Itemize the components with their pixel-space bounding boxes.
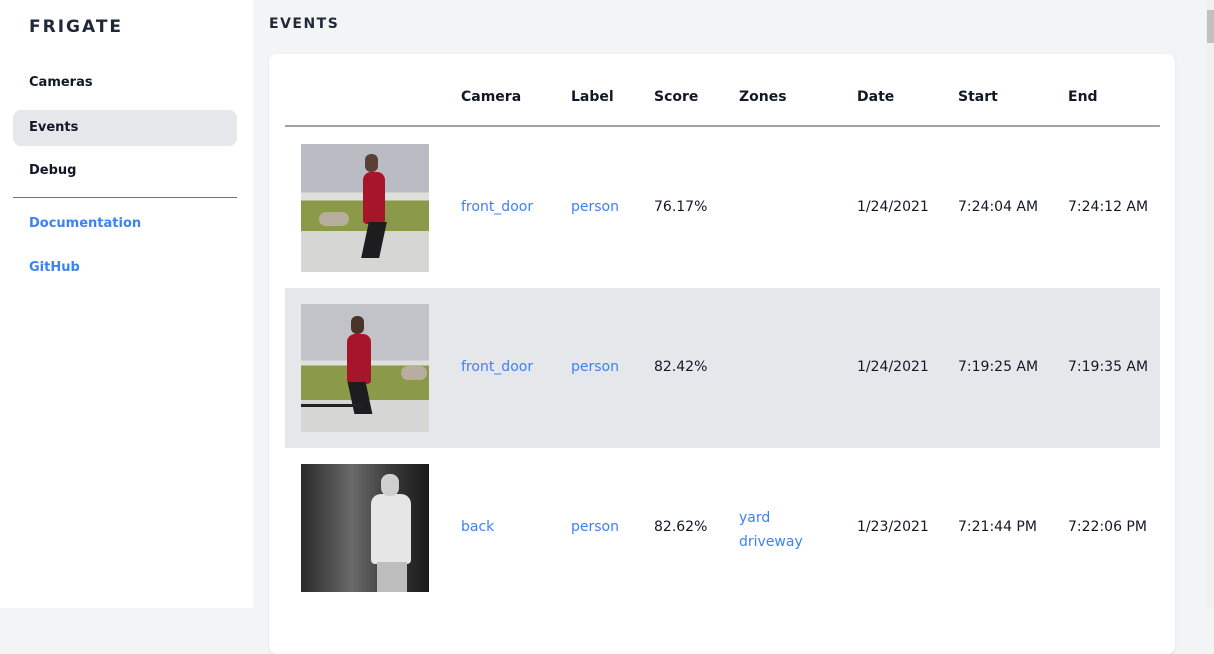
- header-score: Score: [654, 89, 699, 105]
- zone-link[interactable]: yard: [739, 510, 771, 526]
- sidebar-item-events[interactable]: Events: [13, 110, 237, 146]
- table-row[interactable]: front_door person 76.17% 1/24/2021 7:24:…: [285, 128, 1160, 288]
- table-header: Camera Label Score Zones Date Start End: [285, 54, 1160, 127]
- link-documentation[interactable]: Documentation: [29, 216, 142, 231]
- event-thumbnail[interactable]: [301, 144, 429, 272]
- event-thumbnail[interactable]: [301, 464, 429, 592]
- brand-logo: FRIGATE: [29, 17, 124, 37]
- camera-link[interactable]: front_door: [461, 359, 534, 375]
- header-date: Date: [857, 89, 895, 105]
- page-title: EVENTS: [269, 16, 340, 32]
- date: 1/24/2021: [857, 359, 929, 375]
- event-thumbnail[interactable]: [301, 304, 429, 432]
- label-link[interactable]: person: [571, 519, 619, 535]
- scrollbar-thumb[interactable]: [1207, 10, 1214, 43]
- table-row[interactable]: front_door person 82.42% 1/24/2021 7:19:…: [285, 288, 1160, 448]
- date: 1/23/2021: [857, 519, 929, 535]
- sidebar: FRIGATE Cameras Events Debug Documentati…: [0, 0, 253, 608]
- score: 76.17%: [654, 199, 708, 215]
- sidebar-divider: [13, 197, 237, 198]
- header-start: Start: [958, 89, 998, 105]
- label-link[interactable]: person: [571, 199, 619, 215]
- sidebar-item-debug[interactable]: Debug: [29, 163, 77, 178]
- end-time: 7:22:06 PM: [1068, 519, 1147, 535]
- start-time: 7:21:44 PM: [958, 519, 1037, 535]
- header-camera: Camera: [461, 89, 522, 105]
- score: 82.42%: [654, 359, 708, 375]
- date: 1/24/2021: [857, 199, 929, 215]
- events-table: Camera Label Score Zones Date Start End …: [269, 54, 1175, 654]
- header-zones: Zones: [739, 89, 787, 105]
- table-row[interactable]: back person 82.62% yard driveway 1/23/20…: [285, 448, 1160, 608]
- zone-link[interactable]: driveway: [739, 534, 803, 550]
- camera-link[interactable]: back: [461, 519, 495, 535]
- header-label: Label: [571, 89, 614, 105]
- sidebar-item-cameras[interactable]: Cameras: [29, 75, 93, 90]
- end-time: 7:24:12 AM: [1068, 199, 1149, 215]
- camera-link[interactable]: front_door: [461, 199, 534, 215]
- score: 82.62%: [654, 519, 708, 535]
- end-time: 7:19:35 AM: [1068, 359, 1149, 375]
- start-time: 7:24:04 AM: [958, 199, 1039, 215]
- link-github[interactable]: GitHub: [29, 260, 80, 275]
- label-link[interactable]: person: [571, 359, 619, 375]
- scrollbar[interactable]: [1206, 0, 1214, 608]
- start-time: 7:19:25 AM: [958, 359, 1039, 375]
- header-end: End: [1068, 89, 1098, 105]
- zones-list: yard driveway: [739, 506, 803, 554]
